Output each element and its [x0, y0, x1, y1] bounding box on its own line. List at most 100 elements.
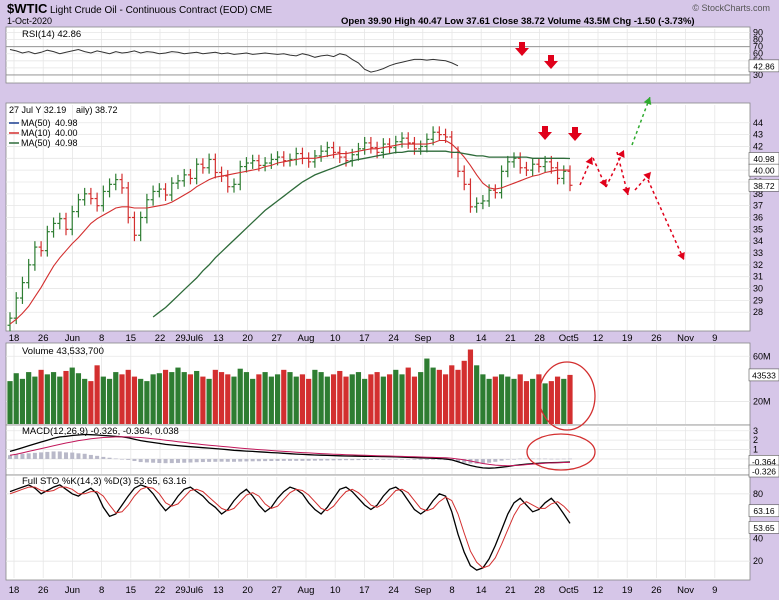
macd-histogram-bar	[549, 458, 554, 460]
ma50-line	[152, 150, 571, 318]
macd-histogram-bar	[437, 458, 442, 460]
x-tick-label: 9	[712, 585, 717, 596]
macd-signal-last-value: -0.364	[752, 457, 776, 467]
sto-series	[9, 484, 571, 571]
volume-bar	[57, 376, 63, 424]
macd-histogram-bar	[207, 458, 212, 462]
price-legend-close: aily) 38.72	[76, 105, 118, 115]
volume-bar	[449, 365, 455, 424]
volume-bar	[380, 376, 386, 424]
volume-bar	[411, 376, 418, 424]
macd-histogram-bar	[45, 451, 50, 459]
ma50-last-value: 40.98	[753, 154, 775, 164]
volume-bar	[436, 369, 442, 424]
red-projection-arrow-head	[643, 172, 651, 180]
macd-histogram-bar	[107, 457, 112, 459]
rsi-tick-label: 90	[753, 28, 763, 38]
sto-k-last-value-bg	[748, 521, 779, 534]
macd-histogram-bar	[113, 458, 118, 460]
macd-histogram-bar	[8, 455, 12, 459]
x-tick-label: 13	[213, 333, 224, 344]
macd-histogram-bar	[530, 458, 535, 460]
macd-histogram-bar	[400, 458, 404, 460]
volume-bar	[523, 381, 530, 424]
volume-bar	[169, 372, 175, 424]
x-tick-label: 28	[534, 585, 545, 596]
macd-histogram-bar	[536, 458, 541, 460]
macd-last-value: -0.326	[752, 467, 776, 477]
volume-bar	[200, 376, 206, 424]
green-projection-arrow-head	[643, 97, 652, 105]
volume-bar	[386, 374, 393, 424]
volume-bar	[268, 376, 274, 424]
price-series	[7, 126, 573, 332]
x-tick-label: Oct5	[559, 333, 579, 344]
price-tick-label: 34	[753, 236, 763, 246]
red-projection-arrow-head	[617, 150, 625, 159]
volume-bar	[318, 372, 324, 424]
macd-histogram-bar	[561, 458, 566, 460]
macd-tick-label: 3	[753, 426, 758, 436]
green-projection-arrow	[631, 96, 651, 146]
x-tick-label: 19	[622, 333, 633, 344]
volume-bar	[243, 372, 250, 424]
volume-bar	[144, 381, 150, 424]
macd-last-value-bg	[748, 464, 779, 478]
macd-histogram-bar	[76, 453, 81, 459]
x-tick-label: 26	[651, 585, 662, 596]
macd-histogram-bar	[132, 458, 137, 462]
rsi-line	[9, 48, 459, 73]
sto-legend: Full STO %K(14,3) %D(3) 53.65, 63.16	[22, 476, 187, 487]
ma-legend-value: 40.98	[55, 138, 78, 148]
price-tick-label: 30	[753, 284, 763, 294]
x-tick-label: 18	[9, 585, 20, 596]
volume-bar	[150, 374, 156, 424]
volume-bar	[218, 372, 225, 424]
volume-bar	[131, 376, 138, 424]
volume-bar	[362, 378, 368, 424]
macd-histogram-bar	[418, 458, 423, 460]
x-tick-label: 29Jul6	[175, 333, 203, 344]
x-tick-label: 22	[155, 585, 166, 596]
x-tick-label: 13	[213, 585, 224, 596]
macd-histogram-bar	[250, 458, 255, 462]
volume-bar	[368, 374, 374, 424]
x-tick-label: 29Jul6	[175, 585, 203, 596]
volume-bar	[517, 374, 523, 424]
macd-histogram-bar	[505, 458, 510, 460]
rsi-last-value: 42.86	[753, 61, 775, 71]
macd-legend: MACD(12,26,9) -0.326, -0.364, 0.038	[22, 426, 179, 437]
x-tick-label: 15	[126, 585, 137, 596]
x-tick-label: 8	[449, 585, 454, 596]
x-tick-label: 8	[449, 333, 454, 344]
ma-legend-name: MA(50)	[21, 118, 51, 128]
macd-histogram-bar	[126, 458, 131, 460]
volume-bar	[393, 369, 399, 424]
x-tick-label: 17	[359, 585, 370, 596]
macd-histogram-bar	[312, 458, 317, 461]
ma10-last-value-bg	[748, 163, 779, 177]
volume-bar	[156, 373, 162, 424]
macd-histogram-bar	[493, 458, 498, 462]
macd-histogram-bar	[120, 458, 124, 460]
macd-histogram-bar	[138, 458, 143, 463]
volume-bar	[455, 369, 461, 424]
macd-histogram-bar	[431, 458, 436, 460]
sto-d-last-value: 63.16	[753, 506, 775, 516]
macd-histogram-bar	[281, 458, 286, 461]
macd-histogram-bar	[387, 458, 392, 460]
volume-bar	[349, 374, 355, 424]
macd-histogram-bar	[269, 458, 274, 462]
red-projection-arrow-head	[622, 187, 631, 195]
close-last-value-bg	[748, 178, 779, 192]
volume-bar	[50, 372, 57, 424]
sto-tick-label: 40	[753, 534, 763, 544]
volume-bar	[281, 369, 287, 424]
red-projection-arrow	[616, 151, 629, 196]
volume-bar	[355, 372, 362, 424]
ma-legend-name: MA(10)	[21, 128, 51, 138]
ma-legend-value: 40.98	[55, 118, 78, 128]
volume-bar	[262, 372, 268, 424]
volume-bar	[548, 381, 554, 424]
volume-bar	[13, 373, 19, 424]
